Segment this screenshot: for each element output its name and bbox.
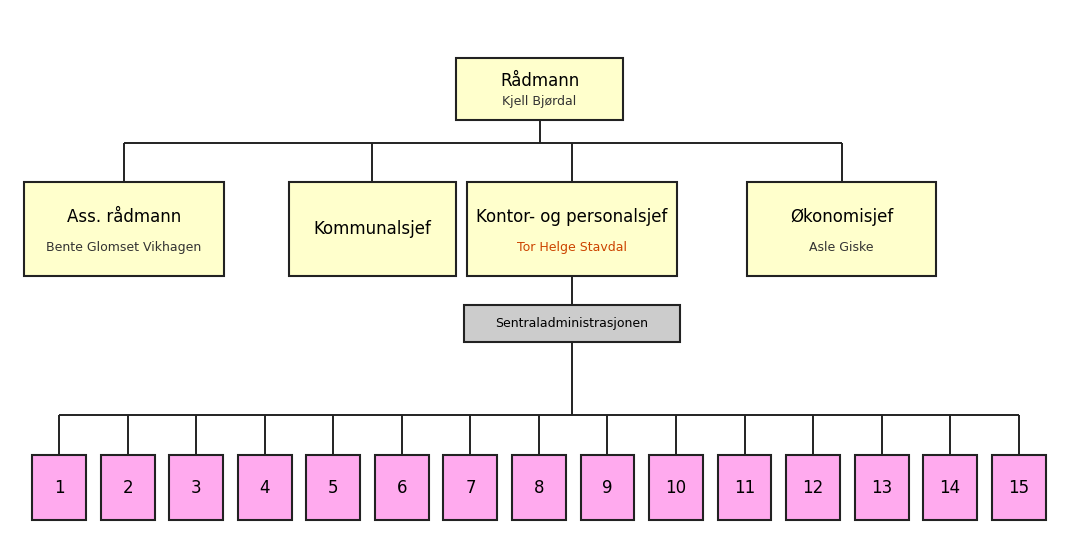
FancyBboxPatch shape (237, 455, 291, 520)
Text: Bente Glomset Vikhagen: Bente Glomset Vikhagen (46, 241, 202, 254)
FancyBboxPatch shape (443, 455, 497, 520)
Text: Kontor- og personalsjef: Kontor- og personalsjef (476, 208, 668, 226)
Text: 4: 4 (260, 479, 270, 497)
Text: 3: 3 (191, 479, 202, 497)
FancyBboxPatch shape (513, 455, 565, 520)
Text: 14: 14 (940, 479, 960, 497)
Text: Rådmann: Rådmann (500, 72, 579, 90)
Text: Ass. rådmann: Ass. rådmann (67, 208, 181, 226)
Text: 15: 15 (1008, 479, 1029, 497)
Text: 8: 8 (534, 479, 544, 497)
FancyBboxPatch shape (855, 455, 909, 520)
Text: 2: 2 (123, 479, 133, 497)
Text: 13: 13 (871, 479, 892, 497)
Text: Tor Helge Stavdal: Tor Helge Stavdal (517, 241, 627, 254)
Text: Asle Giske: Asle Giske (809, 241, 874, 254)
Text: Kommunalsjef: Kommunalsjef (313, 220, 432, 238)
FancyBboxPatch shape (32, 455, 86, 520)
Text: 7: 7 (465, 479, 476, 497)
FancyBboxPatch shape (581, 455, 634, 520)
Text: Sentraladministrasjonen: Sentraladministrasjonen (495, 317, 648, 330)
Text: Kjell Bjørdal: Kjell Bjørdal (503, 95, 576, 108)
FancyBboxPatch shape (464, 305, 680, 342)
FancyBboxPatch shape (169, 455, 223, 520)
FancyBboxPatch shape (718, 455, 771, 520)
FancyBboxPatch shape (650, 455, 704, 520)
FancyBboxPatch shape (375, 455, 428, 520)
FancyBboxPatch shape (786, 455, 841, 520)
Text: 10: 10 (666, 479, 686, 497)
Text: 1: 1 (54, 479, 65, 497)
Text: 9: 9 (602, 479, 613, 497)
FancyBboxPatch shape (924, 455, 978, 520)
FancyBboxPatch shape (455, 58, 624, 120)
Text: 5: 5 (328, 479, 339, 497)
FancyBboxPatch shape (467, 182, 678, 276)
FancyBboxPatch shape (25, 182, 224, 276)
Text: 6: 6 (397, 479, 407, 497)
Text: 11: 11 (734, 479, 755, 497)
FancyBboxPatch shape (101, 455, 155, 520)
FancyBboxPatch shape (992, 455, 1046, 520)
Text: Økonomisjef: Økonomisjef (790, 208, 893, 226)
FancyBboxPatch shape (306, 455, 360, 520)
FancyBboxPatch shape (288, 182, 455, 276)
FancyBboxPatch shape (747, 182, 935, 276)
Text: 12: 12 (803, 479, 823, 497)
